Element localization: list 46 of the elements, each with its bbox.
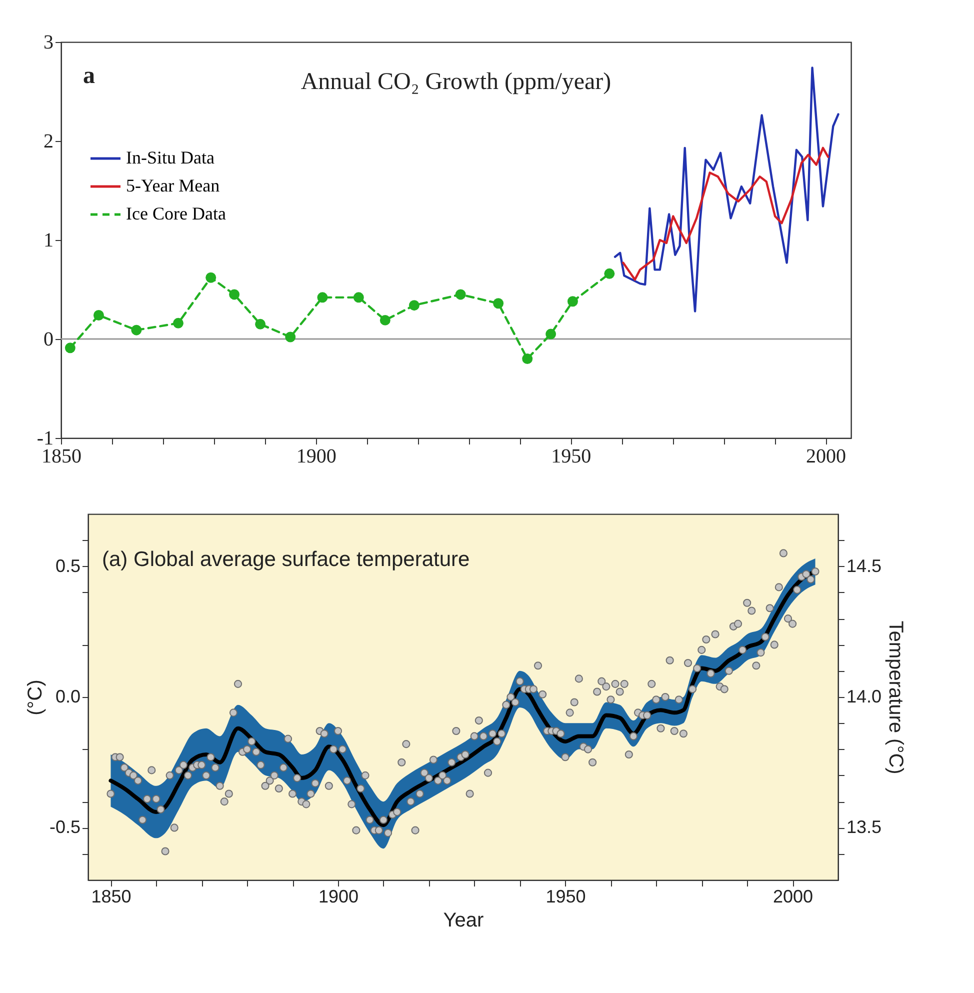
y-tick-label: 0 — [44, 328, 54, 350]
point — [172, 318, 184, 328]
point — [285, 332, 296, 342]
x-tick-label: 1950 — [551, 446, 592, 468]
x-tick-label: 2000 — [773, 886, 814, 906]
y2-axis-title: Temperature (°C) — [884, 620, 907, 774]
point — [131, 324, 142, 336]
point — [64, 342, 76, 354]
point — [317, 292, 328, 303]
legend-label: Ice Core Data — [126, 204, 226, 224]
annotation: a — [83, 63, 95, 89]
y2-tick-label: 14.0 — [846, 686, 882, 706]
point — [604, 268, 615, 279]
text: Annual CO₂ Growth (ppm/year) — [300, 69, 612, 95]
y2-tick-label: 14.5 — [846, 556, 882, 576]
point — [493, 298, 504, 309]
text: (a) Global average surface temperature — [102, 548, 470, 571]
y-tick-label: 0.0 — [55, 686, 80, 706]
point — [380, 314, 390, 326]
x-tick-label: 1900 — [318, 886, 359, 906]
y-tick-label: 2 — [44, 130, 54, 152]
x-tick-label: 1900 — [296, 446, 336, 468]
legend-label: In-Situ Data — [126, 148, 214, 168]
point — [229, 289, 240, 300]
y-tick-label: 0.5 — [55, 556, 80, 576]
x-tick-label: 1950 — [546, 886, 586, 906]
y2-tick-label: 13.5 — [846, 817, 882, 838]
point — [206, 272, 216, 283]
y-tick-label: -0.5 — [49, 817, 80, 838]
point — [353, 292, 364, 303]
legend-label: 5-Year Mean — [126, 176, 220, 196]
point — [408, 300, 420, 311]
line-series — [622, 146, 830, 281]
x-tick-label: 1850 — [91, 886, 132, 906]
point — [546, 328, 556, 340]
line-series — [614, 66, 840, 312]
x-tick-label: 2000 — [806, 446, 846, 468]
point — [455, 289, 466, 300]
point — [567, 296, 578, 307]
point — [93, 310, 104, 320]
point — [255, 318, 266, 330]
point — [522, 354, 533, 364]
y-tick-label: 3 — [44, 32, 54, 54]
x-axis-title: Year — [443, 910, 484, 932]
y-tick-label: 1 — [44, 230, 54, 252]
y-axis-title: (°C) — [24, 680, 46, 716]
